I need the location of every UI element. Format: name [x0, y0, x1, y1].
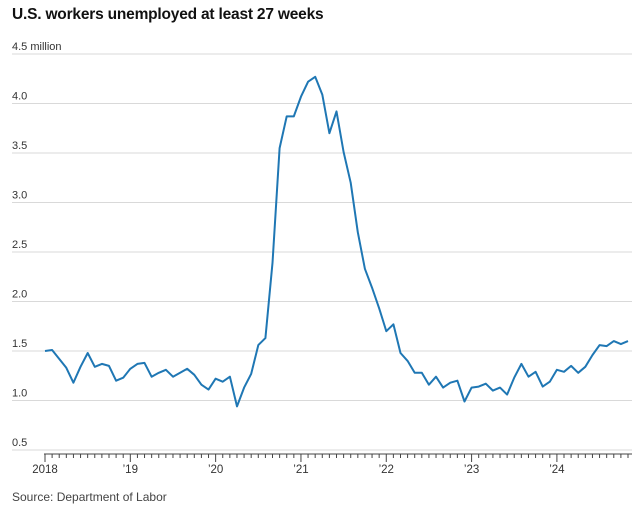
source-note: Source: Department of Labor: [12, 490, 167, 504]
y-tick-label: 4.5 million: [12, 41, 62, 53]
x-tick-label: ’19: [123, 464, 138, 476]
y-tick-label: 2.0: [12, 289, 27, 301]
x-tick-label: ’20: [208, 464, 223, 476]
series-line: [44, 75, 629, 408]
y-tick-label: 3.0: [12, 190, 27, 202]
y-tick-label: 4.0: [12, 91, 27, 103]
series-line-group: [44, 75, 629, 408]
chart-title: U.S. workers unemployed at least 27 week…: [12, 6, 324, 23]
y-tick-label: 3.5: [12, 140, 27, 152]
x-tick-label: ’23: [464, 464, 479, 476]
x-tick-label: ’22: [379, 464, 394, 476]
y-axis-tick-labels: 4.5 million 4.0 3.5 3.0 2.5 2.0 1.5 1.0 0.5: [12, 41, 62, 449]
x-tick-label: 2018: [32, 464, 58, 476]
gridlines: [12, 53, 632, 451]
y-tick-label: 1.0: [12, 388, 27, 400]
x-tick-label: ’21: [293, 464, 308, 476]
x-tick-label: ’24: [549, 464, 565, 476]
y-tick-label: 1.5: [12, 338, 27, 350]
y-tick-label: 0.5: [12, 437, 27, 449]
y-tick-label: 2.5: [12, 239, 27, 251]
x-axis: 2018 ’19 ’20 ’21 ’22 ’23 ’24: [32, 453, 632, 476]
